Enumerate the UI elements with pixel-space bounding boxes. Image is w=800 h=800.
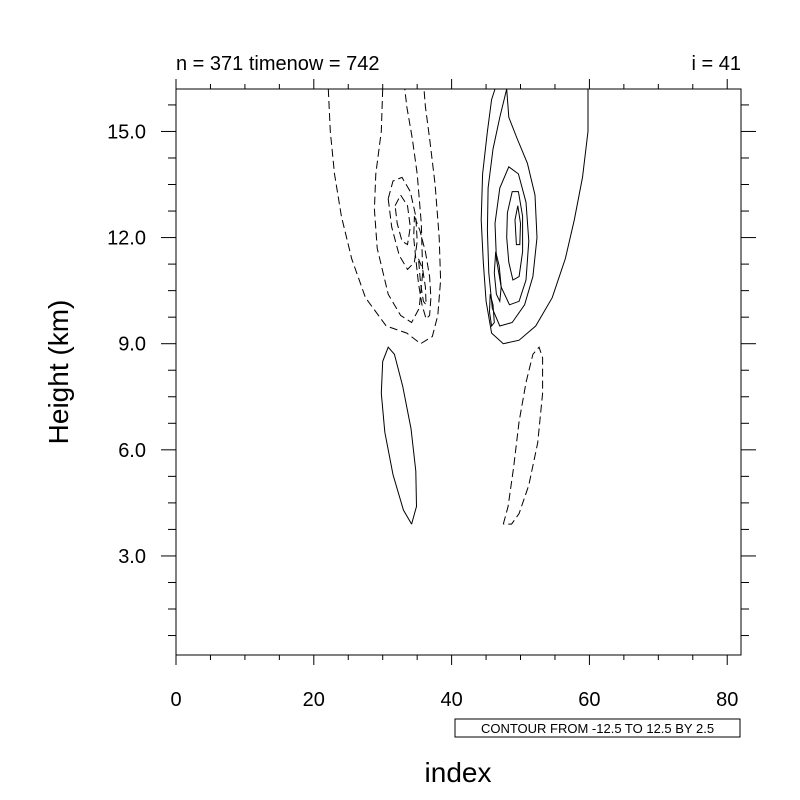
- contour-line-negative-0: [327, 88, 442, 345]
- contour-line-positive-9: [494, 166, 530, 306]
- y-tick-label-6.0: 6.0: [118, 440, 146, 462]
- y-tick-label-12.0: 12.0: [107, 228, 146, 250]
- contour-line-negative-1: [373, 88, 424, 324]
- x-tick-label-40: 40: [440, 689, 462, 711]
- x-tick-label-80: 80: [716, 689, 738, 711]
- contour-info-frame: [454, 718, 741, 738]
- contour-line-positive-10: [506, 191, 524, 281]
- contour-info-box: CONTOUR FROM -12.5 TO 12.5 BY 2.5: [454, 718, 741, 738]
- contour-info-label: CONTOUR FROM -12.5 TO 12.5 BY 2.5: [481, 721, 714, 736]
- x-tick-label-0: 0: [170, 689, 181, 711]
- chart-title-left: n = 371 timenow = 742: [176, 53, 379, 75]
- contour-line-positive-11: [514, 205, 522, 246]
- x-tick-label-20: 20: [303, 689, 325, 711]
- contour-line-negative-2: [387, 176, 418, 271]
- y-axis-ticks: 3.0 6.0 9.0 12.0 15.0: [107, 104, 756, 637]
- contour-line-positive-12: [493, 251, 502, 304]
- plot-frame: [175, 88, 742, 656]
- contour-line-negative-3: [394, 194, 411, 246]
- y-axis-label: Height (km): [43, 300, 74, 445]
- contour-line-negative-4: [413, 216, 432, 320]
- contour-line-positive-13: [488, 294, 495, 328]
- y-tick-label-3.0: 3.0: [118, 546, 146, 568]
- contour-line-positive-7: [480, 88, 589, 345]
- y-tick-label-15.0: 15.0: [107, 121, 146, 143]
- contour-line-positive-14: [380, 346, 418, 525]
- y-tick-label-9.0: 9.0: [118, 334, 146, 356]
- chart-title-right: i = 41: [692, 53, 741, 75]
- x-axis-ticks: 0 20 40 60 80: [170, 79, 738, 711]
- x-tick-label-60: 60: [578, 689, 600, 711]
- contour-line-positive-8: [486, 88, 538, 327]
- contour-lines: [327, 88, 589, 525]
- contour-line-negative-6: [502, 346, 544, 525]
- x-axis-label: index: [425, 757, 492, 788]
